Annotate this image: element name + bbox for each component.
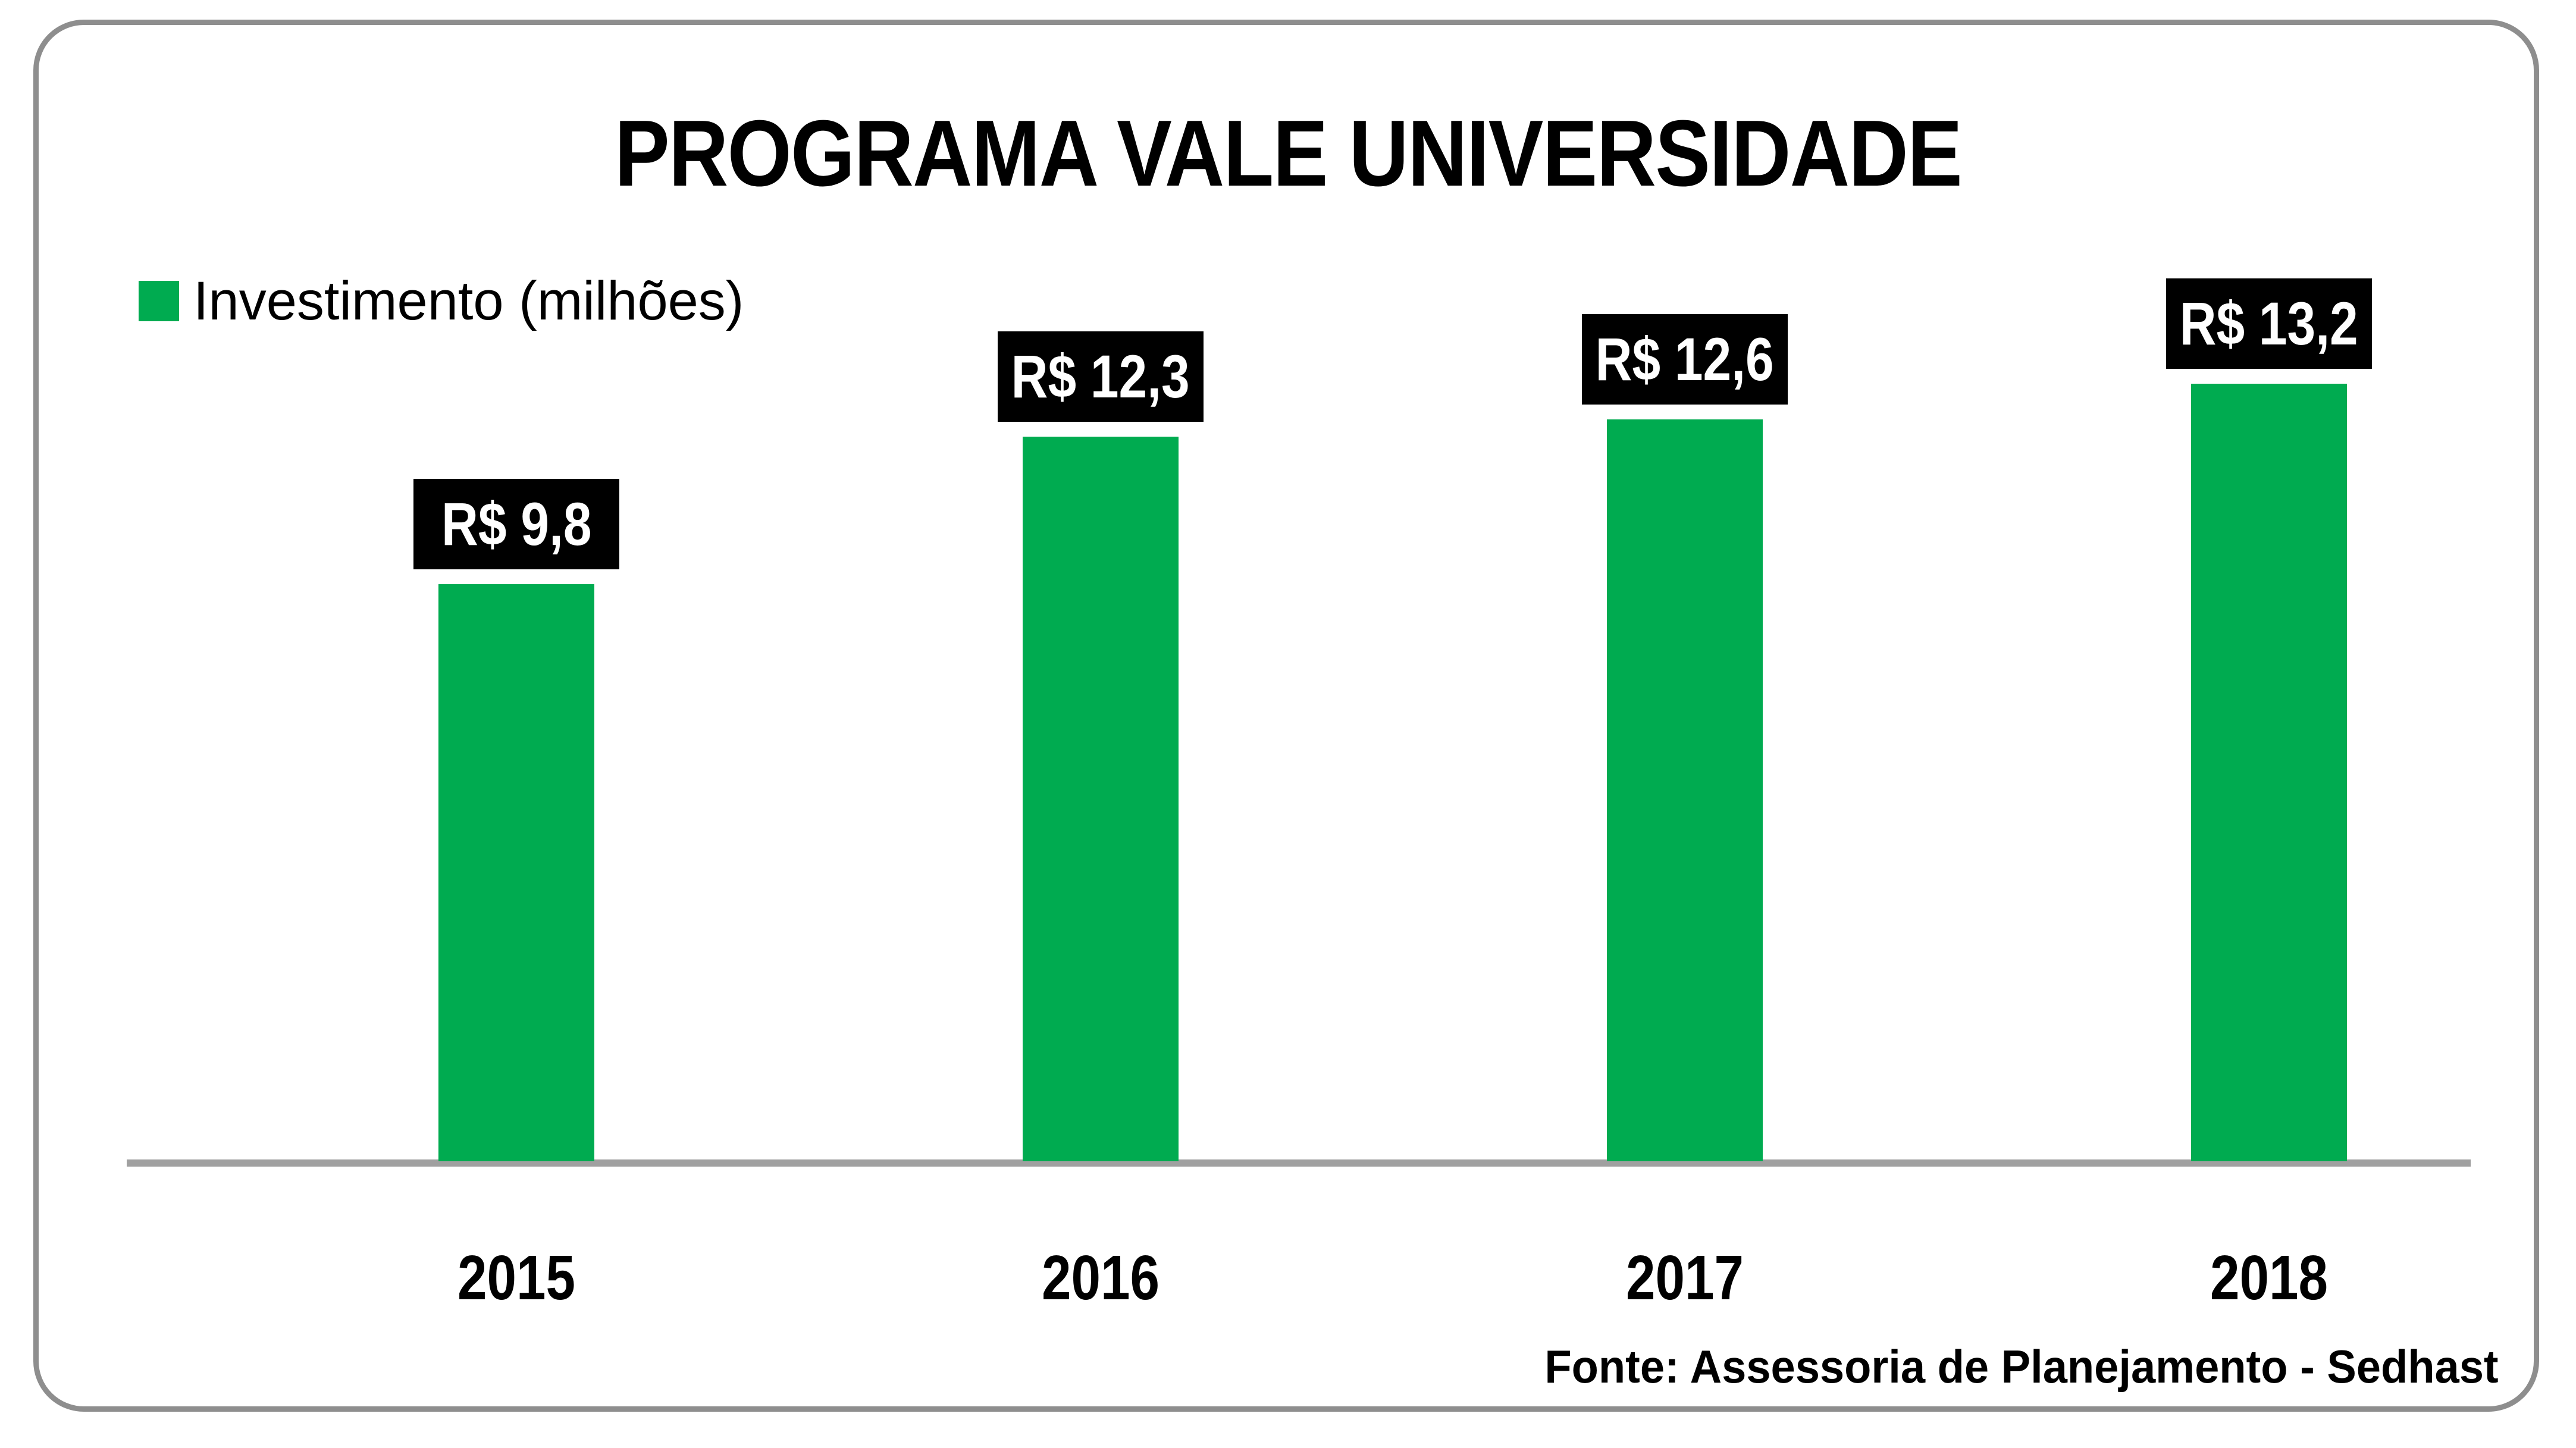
bar-value-text: R$ 12,6 bbox=[1595, 325, 1775, 393]
source-note: Fonte: Assessoria de Planejamento - Sedh… bbox=[1544, 1340, 2499, 1393]
chart-border bbox=[33, 20, 2539, 1412]
x-tick-label: 2015 bbox=[457, 1243, 576, 1313]
bar-2016 bbox=[1023, 437, 1179, 1161]
x-tick-label: 2017 bbox=[1625, 1243, 1744, 1313]
bar-value-text: R$ 9,8 bbox=[441, 490, 592, 558]
bar-value-label: R$ 13,2 bbox=[2166, 278, 2372, 369]
bar-2015 bbox=[438, 584, 594, 1161]
bar-value-text: R$ 12,3 bbox=[1011, 342, 1190, 410]
bar-2018 bbox=[2191, 384, 2347, 1161]
x-tick-label: 2016 bbox=[1041, 1243, 1160, 1313]
bar-value-text: R$ 13,2 bbox=[2179, 289, 2359, 358]
legend-swatch-icon bbox=[139, 281, 179, 321]
bar-value-label: R$ 12,6 bbox=[1582, 314, 1788, 405]
legend-label: Investimento (milhões) bbox=[193, 271, 744, 331]
bar-value-label: R$ 12,3 bbox=[998, 331, 1204, 422]
x-tick-label: 2018 bbox=[2210, 1243, 2329, 1313]
x-axis-line bbox=[127, 1159, 2471, 1167]
legend: Investimento (milhões) bbox=[139, 274, 744, 328]
chart-title: PROGRAMA VALE UNIVERSIDADE bbox=[614, 101, 1963, 206]
bar-2017 bbox=[1607, 419, 1763, 1161]
bar-value-label: R$ 9,8 bbox=[413, 479, 619, 569]
